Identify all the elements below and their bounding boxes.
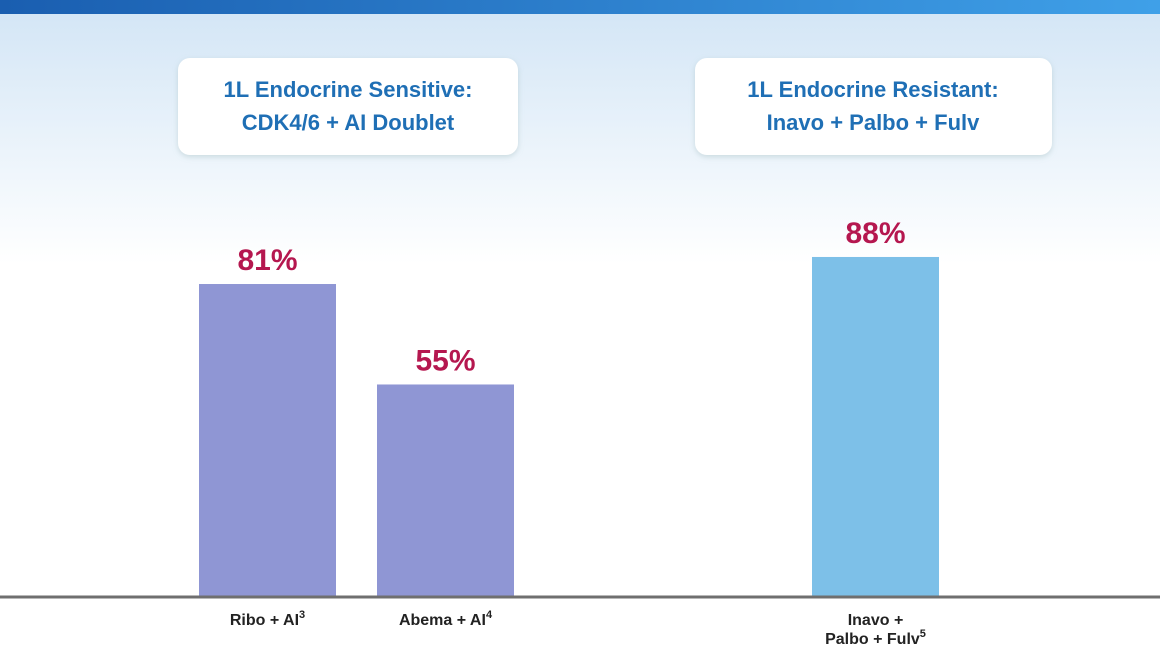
group-box	[695, 58, 1052, 155]
footnote-ref: 3	[299, 609, 305, 621]
category-text: Ribo + AI	[230, 612, 299, 629]
x-tick-label: Palbo + Fulv5	[825, 628, 926, 648]
x-tick-label: Ribo + AI3	[230, 609, 305, 629]
category-text: Palbo + Fulv	[825, 631, 920, 648]
group-box	[178, 58, 518, 155]
value-label: 88%	[845, 217, 905, 250]
bar	[812, 256, 939, 597]
footnote-ref: 4	[486, 609, 493, 621]
group-title: 1L Endocrine Resistant:	[747, 77, 998, 102]
group-title: Inavo + Palbo + Fulv	[767, 110, 980, 135]
category-text: Abema + AI	[399, 612, 486, 629]
group-title: CDK4/6 + AI Doublet	[242, 110, 455, 135]
group-title: 1L Endocrine Sensitive:	[223, 77, 472, 102]
bar	[377, 384, 514, 597]
category-text: Inavo +	[848, 612, 904, 629]
x-tick-label: Abema + AI4	[399, 609, 493, 629]
top-band	[0, 0, 1160, 14]
footnote-ref: 5	[920, 628, 926, 640]
x-tick-label: Inavo +	[848, 612, 904, 629]
value-label: 81%	[237, 244, 297, 277]
bar	[199, 284, 336, 597]
value-label: 55%	[415, 344, 475, 377]
